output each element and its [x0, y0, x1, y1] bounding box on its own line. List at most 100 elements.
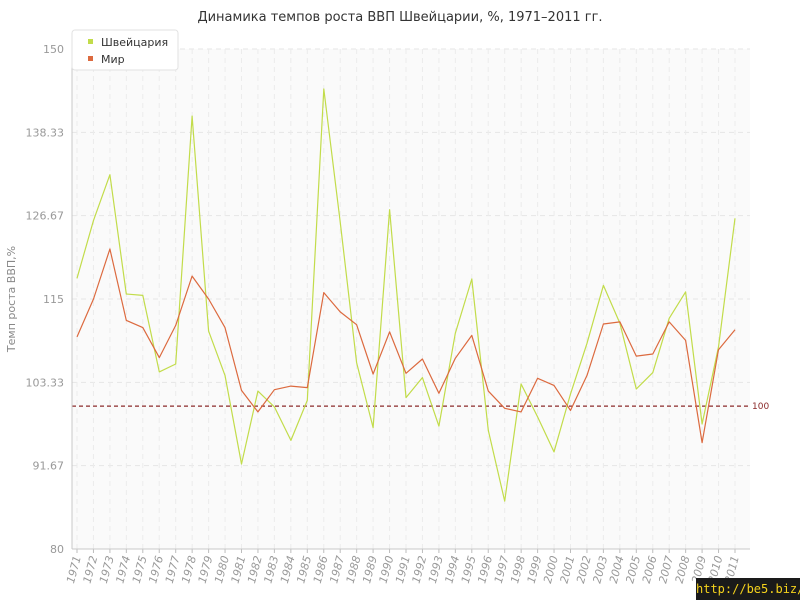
point-switzerland[interactable] — [207, 330, 210, 333]
point-world[interactable] — [684, 339, 687, 342]
point-switzerland[interactable] — [553, 450, 556, 453]
point-world[interactable] — [734, 328, 737, 331]
series-line-switzerland[interactable] — [76, 88, 736, 502]
point-world[interactable] — [240, 389, 243, 392]
point-world[interactable] — [207, 298, 210, 301]
y-tick-label: 150 — [43, 43, 64, 56]
point-world[interactable] — [109, 248, 112, 251]
point-world[interactable] — [158, 356, 161, 359]
point-switzerland[interactable] — [701, 423, 704, 426]
point-switzerland[interactable] — [421, 376, 424, 379]
legend-swatch-switzerland — [88, 39, 93, 44]
point-switzerland[interactable] — [125, 293, 128, 296]
point-world[interactable] — [372, 373, 375, 376]
point-world[interactable] — [355, 323, 358, 326]
point-world[interactable] — [339, 310, 342, 313]
legend-label-switzerland[interactable]: Швейцария — [101, 36, 168, 49]
point-switzerland[interactable] — [503, 500, 506, 503]
y-axis-label: Темп роста ВВП,% — [5, 246, 18, 353]
point-switzerland[interactable] — [405, 396, 408, 399]
point-switzerland[interactable] — [388, 208, 391, 211]
point-switzerland[interactable] — [569, 393, 572, 396]
point-world[interactable] — [454, 357, 457, 360]
point-switzerland[interactable] — [273, 405, 276, 408]
series-line-world[interactable] — [76, 248, 736, 444]
point-switzerland[interactable] — [306, 399, 309, 402]
point-world[interactable] — [536, 377, 539, 380]
point-world[interactable] — [174, 324, 177, 327]
point-world[interactable] — [273, 388, 276, 391]
point-world[interactable] — [717, 348, 720, 351]
point-switzerland[interactable] — [322, 88, 325, 91]
point-switzerland[interactable] — [76, 277, 79, 280]
series-group — [76, 88, 737, 503]
point-switzerland[interactable] — [651, 371, 654, 374]
point-switzerland[interactable] — [191, 115, 194, 118]
point-world[interactable] — [553, 384, 556, 387]
point-world[interactable] — [602, 323, 605, 326]
point-switzerland[interactable] — [602, 284, 605, 287]
point-world[interactable] — [503, 407, 506, 410]
point-world[interactable] — [470, 334, 473, 337]
point-switzerland[interactable] — [635, 388, 638, 391]
point-world[interactable] — [322, 291, 325, 294]
point-switzerland[interactable] — [536, 415, 539, 418]
point-switzerland[interactable] — [109, 173, 112, 176]
y-tick-label: 126.67 — [26, 210, 65, 223]
point-switzerland[interactable] — [339, 220, 342, 223]
point-switzerland[interactable] — [174, 363, 177, 366]
legend-swatch-world — [88, 56, 93, 61]
point-switzerland[interactable] — [92, 219, 95, 222]
point-world[interactable] — [388, 330, 391, 333]
point-switzerland[interactable] — [454, 332, 457, 335]
point-switzerland[interactable] — [289, 439, 292, 442]
reference-line-label: 100 — [752, 402, 769, 412]
watermark[interactable]: http://be5.biz/ — [696, 578, 800, 600]
point-world[interactable] — [141, 326, 144, 329]
point-world[interactable] — [438, 392, 441, 395]
point-switzerland[interactable] — [684, 290, 687, 293]
point-switzerland[interactable] — [586, 342, 589, 345]
point-switzerland[interactable] — [487, 429, 490, 432]
reference-line-group: 100 — [72, 402, 769, 412]
point-world[interactable] — [586, 374, 589, 377]
legend-label-world[interactable]: Мир — [101, 53, 125, 66]
y-tick-label: 138.33 — [26, 126, 65, 139]
point-switzerland[interactable] — [158, 370, 161, 373]
point-world[interactable] — [651, 353, 654, 356]
point-world[interactable] — [405, 372, 408, 375]
point-world[interactable] — [701, 441, 704, 444]
point-switzerland[interactable] — [520, 383, 523, 386]
point-world[interactable] — [289, 385, 292, 388]
point-world[interactable] — [635, 355, 638, 358]
point-world[interactable] — [487, 390, 490, 393]
point-switzerland[interactable] — [668, 317, 671, 320]
point-switzerland[interactable] — [470, 278, 473, 281]
point-switzerland[interactable] — [372, 426, 375, 429]
legend[interactable]: Швейцария Мир — [71, 29, 179, 71]
point-switzerland[interactable] — [355, 361, 358, 364]
point-world[interactable] — [618, 320, 621, 323]
point-world[interactable] — [421, 358, 424, 361]
point-switzerland[interactable] — [438, 425, 441, 428]
point-world[interactable] — [76, 335, 79, 338]
y-tick-label: 80 — [50, 543, 64, 556]
point-world[interactable] — [668, 320, 671, 323]
point-switzerland[interactable] — [240, 463, 243, 466]
point-switzerland[interactable] — [224, 374, 227, 377]
point-world[interactable] — [520, 410, 523, 413]
legend-box — [71, 29, 179, 71]
point-world[interactable] — [191, 275, 194, 278]
point-world[interactable] — [92, 298, 95, 301]
point-world[interactable] — [257, 410, 260, 413]
point-world[interactable] — [224, 326, 227, 329]
y-tick-label: 103.33 — [26, 376, 65, 389]
point-world[interactable] — [569, 409, 572, 412]
point-switzerland[interactable] — [141, 294, 144, 297]
point-switzerland[interactable] — [734, 217, 737, 220]
point-world[interactable] — [306, 386, 309, 389]
chart-title: Динамика темпов роста ВВП Швейцарии, %, … — [197, 10, 602, 25]
point-switzerland[interactable] — [257, 390, 260, 393]
point-world[interactable] — [125, 319, 128, 322]
